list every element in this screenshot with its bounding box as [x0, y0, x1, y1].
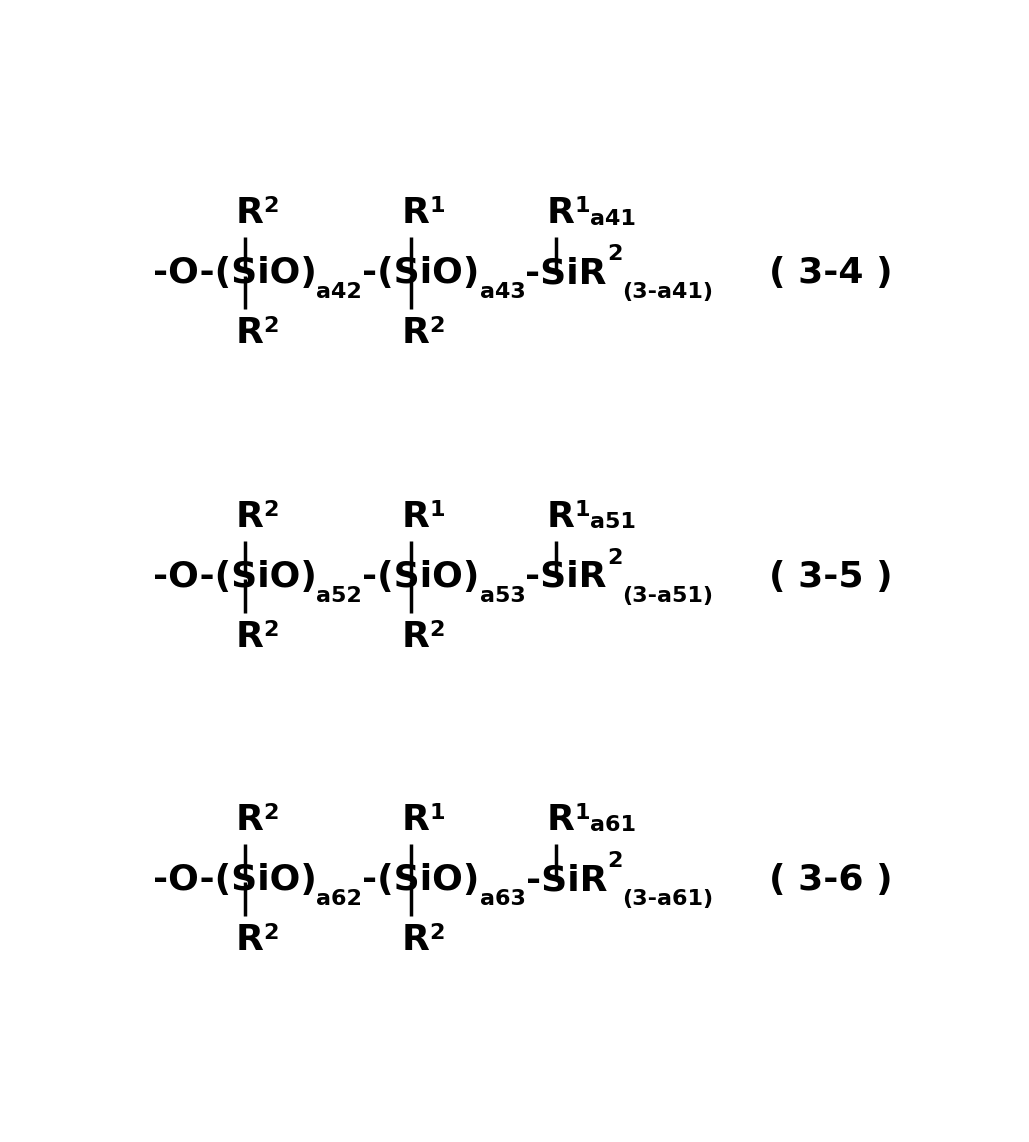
Text: -(SiO): -(SiO) [362, 560, 480, 594]
Text: -(SiO): -(SiO) [362, 863, 480, 898]
Text: 1: 1 [574, 803, 590, 823]
Text: 2: 2 [607, 851, 623, 871]
Text: (3-a51): (3-a51) [623, 586, 713, 605]
Text: 2: 2 [263, 500, 279, 520]
Text: a53: a53 [480, 586, 525, 605]
Text: 2: 2 [263, 803, 279, 823]
Text: -O-(SiO): -O-(SiO) [152, 863, 317, 898]
Text: a51: a51 [590, 512, 636, 532]
Text: 1: 1 [574, 196, 590, 216]
Text: 1: 1 [429, 803, 445, 823]
Text: -SiR: -SiR [526, 863, 607, 898]
Text: R: R [236, 803, 263, 837]
Text: -SiR: -SiR [525, 560, 607, 594]
Text: -(SiO): -(SiO) [362, 256, 480, 290]
Text: R: R [546, 196, 574, 231]
Text: 1: 1 [574, 500, 590, 520]
Text: (3-a41): (3-a41) [623, 282, 713, 303]
Text: a63: a63 [480, 890, 526, 909]
Text: R: R [236, 500, 263, 533]
Text: ( 3-4 ): ( 3-4 ) [769, 256, 892, 290]
Text: R: R [236, 196, 263, 231]
Text: a52: a52 [317, 586, 362, 605]
Text: -SiR: -SiR [525, 256, 607, 290]
Text: 2: 2 [607, 244, 623, 264]
Text: -O-(SiO): -O-(SiO) [152, 256, 317, 290]
Text: a42: a42 [317, 282, 362, 303]
Text: 2: 2 [263, 316, 279, 337]
Text: ( 3-6 ): ( 3-6 ) [769, 863, 892, 898]
Text: 2: 2 [429, 620, 445, 640]
Text: (3-a61): (3-a61) [623, 890, 713, 909]
Text: 2: 2 [263, 620, 279, 640]
Text: 2: 2 [429, 316, 445, 337]
Text: R: R [546, 803, 574, 837]
Text: R: R [236, 923, 263, 957]
Text: 1: 1 [429, 196, 445, 216]
Text: R: R [236, 316, 263, 351]
Text: R: R [546, 500, 574, 533]
Text: a43: a43 [480, 282, 525, 303]
Text: R: R [401, 316, 429, 351]
Text: a61: a61 [590, 815, 636, 835]
Text: 2: 2 [607, 548, 623, 568]
Text: R: R [401, 620, 429, 653]
Text: ( 3-5 ): ( 3-5 ) [769, 560, 892, 594]
Text: a41: a41 [590, 209, 636, 228]
Text: -O-(SiO): -O-(SiO) [152, 560, 317, 594]
Text: 1: 1 [429, 500, 445, 520]
Text: R: R [401, 803, 429, 837]
Text: R: R [401, 923, 429, 957]
Text: 2: 2 [263, 923, 279, 943]
Text: 2: 2 [429, 923, 445, 943]
Text: 2: 2 [263, 196, 279, 216]
Text: R: R [401, 196, 429, 231]
Text: a62: a62 [317, 890, 362, 909]
Text: R: R [401, 500, 429, 533]
Text: R: R [236, 620, 263, 653]
